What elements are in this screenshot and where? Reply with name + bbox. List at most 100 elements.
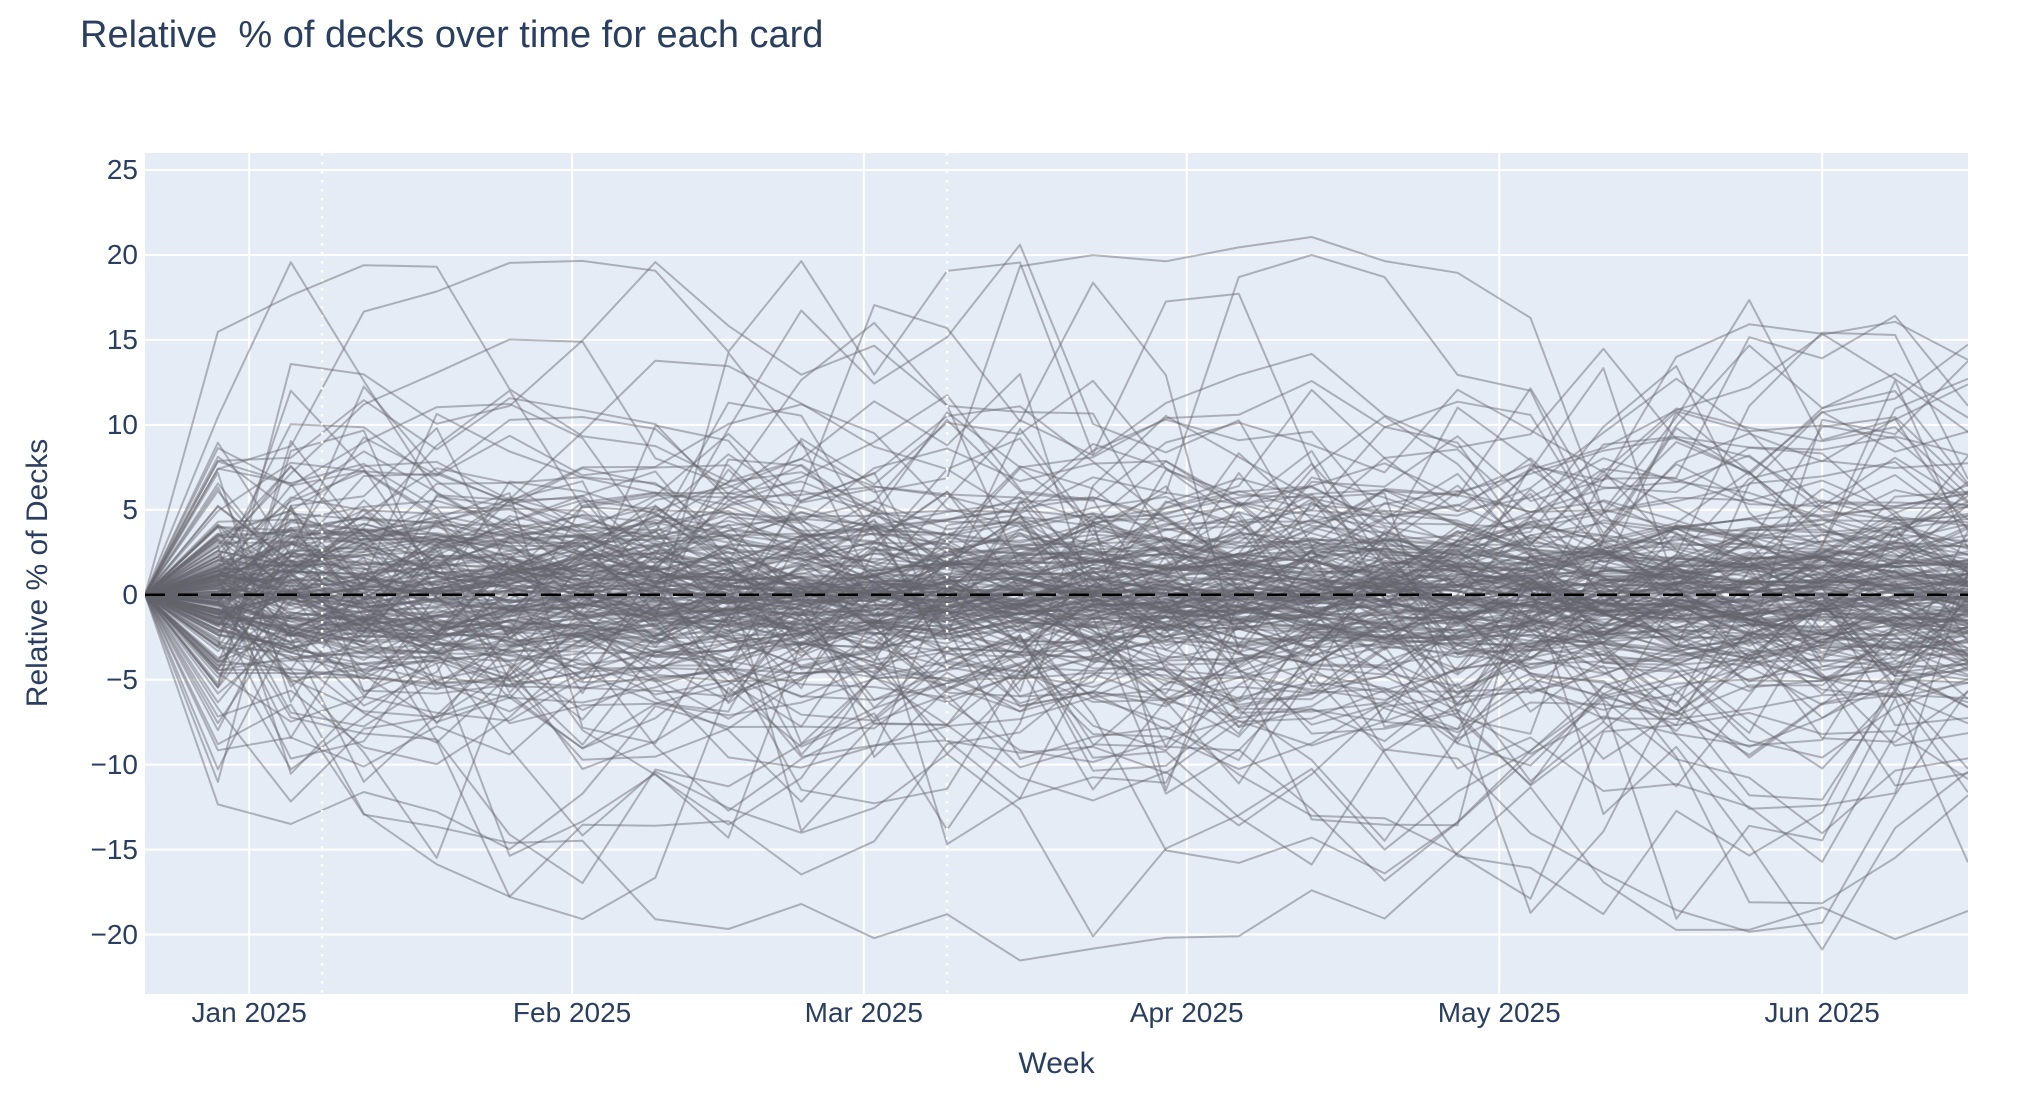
card-line[interactable] bbox=[145, 541, 1968, 669]
card-line[interactable] bbox=[145, 377, 1968, 698]
card-line[interactable] bbox=[145, 530, 1968, 629]
card-line[interactable] bbox=[145, 264, 1968, 626]
card-line[interactable] bbox=[145, 577, 1968, 743]
card-line[interactable] bbox=[145, 447, 1968, 596]
card-line[interactable] bbox=[145, 536, 1968, 723]
card-line[interactable] bbox=[145, 505, 1968, 863]
card-line[interactable] bbox=[145, 490, 1968, 651]
card-line[interactable] bbox=[145, 528, 1968, 634]
card-line[interactable] bbox=[145, 532, 1968, 639]
card-line[interactable] bbox=[145, 536, 1968, 670]
card-line[interactable] bbox=[145, 593, 1968, 723]
card-line[interactable] bbox=[145, 473, 1968, 647]
card-line[interactable] bbox=[145, 587, 1968, 658]
card-line[interactable] bbox=[145, 405, 1968, 648]
card-line[interactable] bbox=[145, 380, 1968, 686]
card-line[interactable] bbox=[145, 344, 1968, 708]
card-line[interactable] bbox=[145, 387, 1968, 659]
card-line[interactable] bbox=[145, 504, 1968, 672]
card-line[interactable] bbox=[145, 546, 1968, 652]
card-line[interactable] bbox=[145, 593, 1968, 723]
card-line[interactable] bbox=[145, 553, 1968, 611]
card-line[interactable] bbox=[145, 547, 1968, 661]
card-line[interactable] bbox=[145, 455, 1968, 875]
card-line[interactable] bbox=[145, 591, 1968, 673]
card-line[interactable] bbox=[145, 546, 1968, 596]
card-line[interactable] bbox=[145, 541, 1968, 605]
card-line[interactable] bbox=[145, 549, 1968, 750]
card-line[interactable] bbox=[145, 455, 1968, 689]
card-line[interactable] bbox=[145, 554, 1968, 780]
card-line[interactable] bbox=[145, 553, 1968, 706]
card-line[interactable] bbox=[145, 432, 1968, 905]
card-line[interactable] bbox=[145, 519, 1968, 649]
card-line[interactable] bbox=[145, 575, 1968, 644]
card-line[interactable] bbox=[145, 583, 1968, 651]
card-line[interactable] bbox=[145, 509, 1968, 603]
card-line[interactable] bbox=[145, 573, 1968, 634]
card-line[interactable] bbox=[145, 452, 1968, 695]
card-line[interactable] bbox=[145, 582, 1968, 916]
card-line[interactable] bbox=[145, 314, 1968, 842]
card-line[interactable] bbox=[145, 505, 1968, 633]
card-line[interactable] bbox=[145, 480, 1968, 633]
card-line[interactable] bbox=[145, 489, 1968, 693]
card-line[interactable] bbox=[145, 435, 1968, 702]
card-line[interactable] bbox=[145, 505, 1968, 951]
card-line[interactable] bbox=[145, 490, 1968, 786]
card-line[interactable] bbox=[145, 511, 1968, 654]
card-line[interactable] bbox=[145, 545, 1968, 695]
card-line[interactable] bbox=[145, 522, 1968, 787]
card-line[interactable] bbox=[145, 540, 1968, 726]
card-line[interactable] bbox=[145, 450, 1968, 704]
card-line[interactable] bbox=[145, 569, 1968, 683]
card-line[interactable] bbox=[145, 416, 1968, 696]
card-line[interactable] bbox=[145, 511, 1968, 617]
card-line[interactable] bbox=[145, 467, 1968, 663]
card-line[interactable] bbox=[145, 580, 1968, 651]
card-line[interactable] bbox=[145, 535, 1968, 695]
card-line[interactable] bbox=[145, 450, 1968, 636]
card-line[interactable] bbox=[145, 418, 1968, 727]
card-line[interactable] bbox=[145, 488, 1968, 898]
card-line[interactable] bbox=[145, 532, 1968, 649]
card-line[interactable] bbox=[145, 459, 1968, 772]
card-line[interactable] bbox=[145, 502, 1968, 596]
card-line[interactable] bbox=[145, 446, 1968, 761]
card-line[interactable] bbox=[145, 343, 1968, 783]
card-line[interactable] bbox=[145, 462, 1968, 723]
card-line[interactable] bbox=[145, 581, 1968, 725]
card-line[interactable] bbox=[145, 525, 1968, 682]
card-line[interactable] bbox=[145, 423, 1968, 763]
card-line[interactable] bbox=[145, 460, 1968, 734]
card-line[interactable] bbox=[145, 477, 1968, 623]
card-line[interactable] bbox=[145, 513, 1968, 666]
card-line[interactable] bbox=[145, 578, 1968, 676]
card-line[interactable] bbox=[145, 513, 1968, 667]
card-line[interactable] bbox=[145, 547, 1968, 623]
card-line[interactable] bbox=[145, 586, 1968, 633]
card-line[interactable] bbox=[145, 515, 1968, 669]
card-line[interactable] bbox=[145, 493, 1968, 693]
card-line[interactable] bbox=[145, 559, 1968, 647]
card-line[interactable] bbox=[145, 579, 1968, 698]
card-line[interactable] bbox=[145, 526, 1968, 596]
card-line[interactable] bbox=[145, 523, 1968, 597]
card-line[interactable] bbox=[145, 320, 1968, 851]
card-line[interactable] bbox=[145, 516, 1968, 683]
card-line[interactable] bbox=[145, 499, 1968, 631]
card-line[interactable] bbox=[145, 259, 1968, 810]
card-line[interactable] bbox=[145, 499, 1968, 596]
card-line[interactable] bbox=[145, 546, 1968, 652]
card-line[interactable] bbox=[145, 552, 1968, 643]
card-line[interactable] bbox=[145, 496, 1968, 711]
card-line[interactable] bbox=[145, 448, 1968, 607]
card-line[interactable] bbox=[145, 429, 1968, 882]
card-line[interactable] bbox=[145, 531, 1968, 608]
card-line[interactable] bbox=[145, 580, 1968, 681]
card-line[interactable] bbox=[145, 552, 1968, 638]
card-line[interactable] bbox=[145, 594, 1968, 962]
card-line[interactable] bbox=[145, 412, 1968, 846]
card-line[interactable] bbox=[145, 359, 1968, 713]
card-line[interactable] bbox=[145, 397, 1968, 752]
